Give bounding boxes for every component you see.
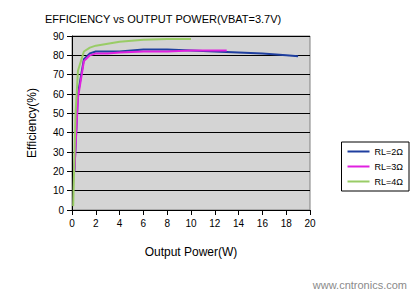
svg-text:Efficiency(%): Efficiency(%) <box>25 88 39 158</box>
svg-text:RL=2Ω: RL=2Ω <box>375 147 404 157</box>
svg-text:EFFICIENCY vs OUTPUT POWER(VBA: EFFICIENCY vs OUTPUT POWER(VBAT=3.7V) <box>45 13 281 25</box>
svg-text:10: 10 <box>185 218 197 229</box>
svg-text:www.cntronics.com: www.cntronics.com <box>312 279 407 291</box>
svg-text:6: 6 <box>141 218 147 229</box>
svg-text:8: 8 <box>164 218 170 229</box>
svg-text:16: 16 <box>257 218 269 229</box>
svg-text:2: 2 <box>93 218 99 229</box>
svg-text:20: 20 <box>304 218 316 229</box>
svg-text:18: 18 <box>281 218 293 229</box>
svg-text:10: 10 <box>53 185 65 196</box>
svg-text:0: 0 <box>69 218 75 229</box>
svg-text:0: 0 <box>58 205 64 216</box>
svg-text:12: 12 <box>209 218 221 229</box>
svg-text:40: 40 <box>53 127 65 138</box>
svg-text:80: 80 <box>53 50 65 61</box>
svg-text:20: 20 <box>53 166 65 177</box>
svg-text:14: 14 <box>233 218 245 229</box>
svg-text:30: 30 <box>53 147 65 158</box>
svg-text:RL=4Ω: RL=4Ω <box>375 177 404 187</box>
svg-text:60: 60 <box>53 89 65 100</box>
svg-text:90: 90 <box>53 31 65 42</box>
svg-text:70: 70 <box>53 69 65 80</box>
svg-text:50: 50 <box>53 108 65 119</box>
svg-text:Output Power(W): Output Power(W) <box>145 245 238 259</box>
svg-text:RL=3Ω: RL=3Ω <box>375 162 404 172</box>
svg-text:4: 4 <box>117 218 123 229</box>
